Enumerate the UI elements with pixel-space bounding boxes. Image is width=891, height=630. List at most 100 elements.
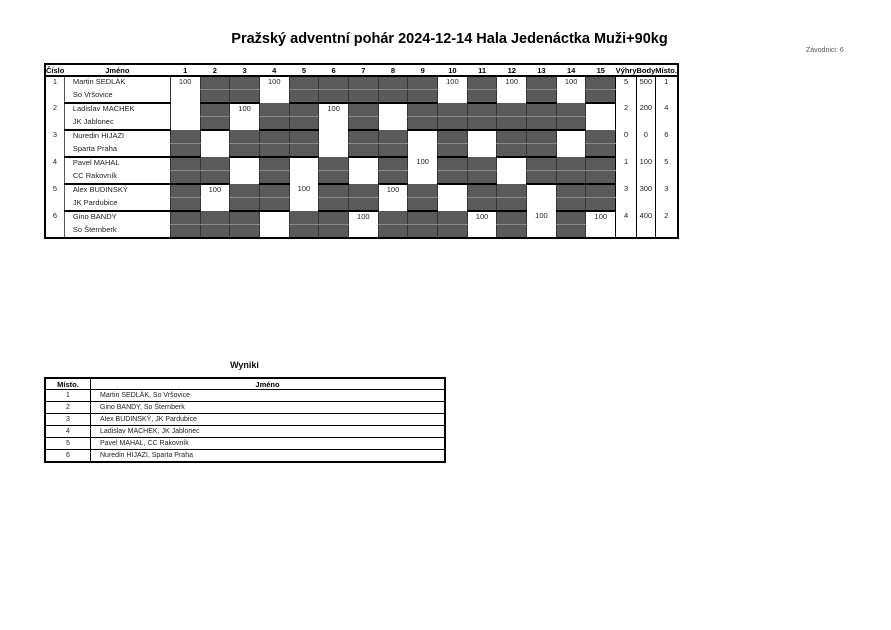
column-header: 1: [170, 64, 201, 77]
bye-cell: [288, 116, 319, 131]
bye-cell: [466, 157, 497, 171]
bye-cell: [496, 103, 527, 117]
match-cell: [585, 103, 616, 130]
bye-cell: [526, 170, 557, 185]
column-header: Body: [636, 64, 656, 77]
bye-cell: [288, 143, 319, 158]
match-cell: [258, 211, 290, 238]
competitor-club: So Šternberk: [63, 224, 171, 239]
bye-cell: [377, 76, 408, 90]
bye-cell: [555, 197, 586, 212]
bye-cell: [199, 76, 230, 90]
competitor-name: Nuredin HIJAZI: [63, 130, 171, 144]
bye-cell: [347, 143, 379, 158]
results-row: 1 Martin SEDLÁK, So Vršovice: [44, 389, 446, 402]
bye-cell: [437, 157, 468, 171]
bye-cell: [585, 130, 616, 144]
table-row-club: JK Jablonec: [45, 116, 678, 131]
bye-cell: [377, 130, 408, 144]
bye-cell: [288, 130, 319, 144]
bye-cell: [555, 103, 586, 117]
bye-cell: [437, 170, 468, 185]
competitor-wins: 2: [615, 103, 637, 130]
column-header: 11: [467, 64, 497, 77]
result-place: 6: [44, 449, 91, 463]
match-cell: [288, 157, 319, 184]
bye-cell: [407, 76, 438, 90]
page-title: Pražský adventní pohár 2024-12-14 Hala J…: [231, 31, 668, 47]
bye-cell: [288, 211, 319, 225]
match-cell: [347, 157, 379, 184]
bye-cell: [229, 130, 260, 144]
bye-cell: [407, 184, 438, 198]
competitor-number: 5: [52, 184, 57, 193]
bye-cell: [199, 157, 230, 171]
bye-cell: [466, 89, 497, 104]
competitor-number: 2: [52, 103, 57, 112]
results-table: Místo. Jméno 1 Martin SEDLÁK, So Vršovice 2 G…: [44, 377, 446, 463]
bye-cell: [585, 184, 616, 198]
match-cell: [377, 103, 408, 130]
bye-cell: [555, 157, 586, 171]
bye-cell: [318, 211, 349, 225]
bye-cell: [169, 224, 201, 239]
bye-cell: [347, 130, 379, 144]
competitor-number: 4: [52, 157, 57, 166]
bye-cell: [377, 224, 408, 239]
competitor-wins: 0: [615, 130, 637, 157]
bye-cell: [318, 89, 349, 104]
bye-cell: [466, 170, 497, 185]
competitor-points: 500: [636, 76, 656, 103]
bye-cell: [585, 89, 616, 104]
competitor-club: JK Jablonec: [63, 116, 171, 131]
match-cell: [169, 103, 201, 130]
column-header: Číslo: [45, 64, 65, 77]
results-row: 6 Nuredin HIJAZI, Sparta Praha: [44, 449, 446, 463]
match-cell: 100: [466, 211, 497, 238]
bye-cell: [169, 130, 201, 144]
bye-cell: [437, 116, 468, 131]
match-cell: [466, 130, 497, 157]
column-header: 9: [407, 64, 438, 77]
bye-cell: [585, 197, 616, 212]
bye-cell: [169, 211, 201, 225]
bye-cell: [347, 103, 379, 117]
bye-cell: [377, 143, 408, 158]
bye-cell: [169, 143, 201, 158]
bye-cell: [318, 224, 349, 239]
bye-cell: [258, 130, 290, 144]
bye-cell: [526, 103, 557, 117]
column-header: 13: [526, 64, 557, 77]
bye-cell: [526, 157, 557, 171]
match-cell: 100: [407, 157, 438, 184]
bye-cell: [347, 89, 379, 104]
competitor-club: CC Rakovník: [63, 170, 171, 185]
competitor-club: Sparta Praha: [63, 143, 171, 158]
bye-cell: [199, 116, 230, 131]
competitor-wins: 3: [615, 184, 637, 211]
competitor-place: 3: [654, 184, 678, 211]
bye-cell: [407, 116, 438, 131]
bye-cell: [347, 184, 379, 198]
bye-cell: [585, 170, 616, 185]
bye-cell: [466, 76, 497, 90]
bye-cell: [526, 89, 557, 104]
column-header: 6: [318, 64, 349, 77]
results-row: 3 Alex BUDINSKÝ, JK Pardubice: [44, 413, 446, 426]
bye-cell: [199, 224, 230, 239]
competitor-place: 2: [654, 211, 678, 238]
competitor-name: Pavel MAHAL: [63, 157, 171, 171]
bye-cell: [229, 211, 260, 225]
match-cell: [496, 157, 527, 184]
match-cell: 100: [229, 103, 260, 130]
match-cell: [199, 130, 230, 157]
match-cell: 100: [585, 211, 616, 238]
competitor-wins: 1: [615, 157, 637, 184]
competitor-name: Gino BANDY: [63, 211, 171, 225]
bye-cell: [555, 184, 586, 198]
bye-cell: [526, 130, 557, 144]
bye-cell: [318, 170, 349, 185]
match-cell: [555, 130, 586, 157]
bye-cell: [555, 116, 586, 131]
result-name: Gino BANDY, So Šternberk: [90, 401, 446, 414]
